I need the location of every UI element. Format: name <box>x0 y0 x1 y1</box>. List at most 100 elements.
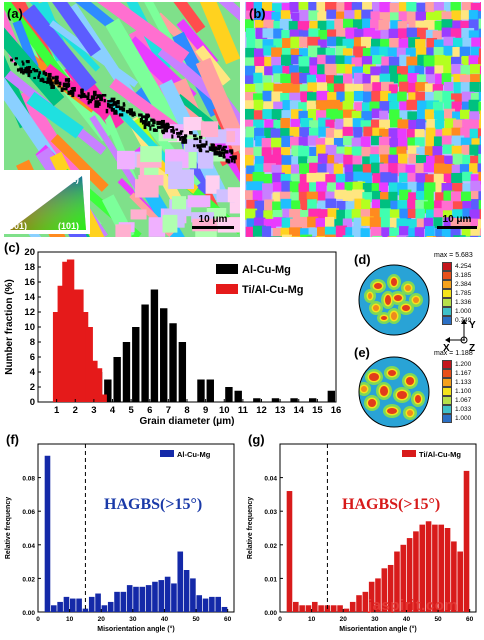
scale-bar-b-text: 10 μm <box>442 214 472 225</box>
axes-arrows <box>445 319 468 344</box>
grain <box>262 90 273 103</box>
Ti/Al-Cu-Mg-bar <box>438 524 445 612</box>
grain <box>334 189 347 200</box>
boundary-speck <box>95 97 98 100</box>
grain <box>406 219 418 232</box>
pf-contour <box>407 410 413 416</box>
boundary-speck <box>156 120 162 126</box>
Al-Cu-Mg-bar <box>152 581 158 612</box>
grain <box>253 110 267 120</box>
grain <box>362 156 373 169</box>
grain <box>327 29 337 42</box>
y-tick-label: 10 <box>24 322 35 333</box>
grain <box>342 48 353 61</box>
grain <box>468 10 479 21</box>
panel-a-label: (a) <box>7 6 23 21</box>
grain <box>478 48 481 59</box>
grain <box>380 172 392 183</box>
grain <box>325 2 338 12</box>
pole-figure-fill <box>359 357 429 427</box>
grain <box>452 183 464 196</box>
pf-contour <box>368 399 376 407</box>
grain <box>327 99 340 111</box>
boundary-speck <box>184 134 188 138</box>
grain <box>148 217 166 237</box>
grain <box>407 199 418 210</box>
boundary-speck <box>128 108 133 113</box>
grain <box>461 191 473 204</box>
grain <box>461 101 472 115</box>
pf-d-max: max = 5.683 <box>434 252 473 259</box>
grain <box>183 116 202 131</box>
boundary-speck <box>152 128 156 132</box>
legend-swatch <box>402 450 416 457</box>
grain <box>432 101 443 112</box>
grain <box>415 163 425 175</box>
grain <box>470 2 481 13</box>
Al-Cu-Mg-bar <box>95 593 101 612</box>
grain <box>462 37 472 50</box>
grain <box>335 182 349 193</box>
x-tick-label: 12 <box>256 405 267 416</box>
grain <box>362 73 374 87</box>
grain <box>345 64 356 76</box>
grain <box>254 10 266 21</box>
Ti/Al-Cu-Mg-bar <box>432 524 438 612</box>
y-tick-label: 0.08 <box>22 476 35 483</box>
grain <box>378 182 388 194</box>
grain <box>453 119 464 130</box>
grain <box>106 97 181 174</box>
boundary-speck <box>110 97 116 101</box>
boundary-speck <box>161 131 165 135</box>
grain <box>352 118 364 131</box>
grain <box>299 72 311 84</box>
pf-contour <box>373 305 379 311</box>
boundary-speck <box>54 80 59 85</box>
grain <box>470 74 481 84</box>
grain <box>399 189 412 201</box>
grain <box>362 172 372 185</box>
grain <box>387 93 400 103</box>
boundary-speck <box>22 62 25 66</box>
grain <box>281 3 293 15</box>
grain <box>138 174 164 186</box>
pf-legend-swatch <box>442 378 452 387</box>
grain <box>381 81 394 91</box>
grain <box>262 189 272 201</box>
grain <box>460 82 471 95</box>
y-tick-label: 0 <box>30 397 35 408</box>
grain <box>298 110 310 124</box>
y-axis-label: Relative frequency <box>247 497 254 559</box>
x-tick-label: 60 <box>466 616 474 623</box>
grain <box>362 64 376 76</box>
legend-label: Ti/Al-Cu-Mg <box>419 450 461 459</box>
grain <box>479 209 481 220</box>
pole-figure-fill <box>359 265 429 335</box>
panel-g-label: (g) <box>248 432 265 447</box>
Ti/Al-Cu-Mg-bar <box>349 601 356 612</box>
grain <box>450 191 463 203</box>
grain <box>281 217 293 230</box>
boundary-speck <box>230 152 234 155</box>
grain <box>353 217 367 228</box>
boundary-speck <box>62 87 68 91</box>
grain <box>309 57 319 69</box>
grain <box>290 218 303 230</box>
grain <box>378 145 390 157</box>
boundary-speck <box>222 145 227 149</box>
grain <box>462 201 472 212</box>
pf-e-max: max = 1.188 <box>434 350 473 357</box>
grain <box>252 190 264 204</box>
boundary-speck <box>13 62 18 66</box>
grain <box>351 2 365 14</box>
boundary-speck <box>175 128 179 131</box>
grain <box>245 10 257 21</box>
Ti/Al-Cu-Mg-bar <box>52 312 61 402</box>
boundary-speck <box>37 75 40 79</box>
boundary-speck <box>27 65 32 69</box>
grain <box>326 108 339 122</box>
boundary-speck <box>220 151 223 156</box>
grain <box>388 163 399 174</box>
boundary-speck <box>80 88 84 94</box>
boundary-speck <box>49 81 54 86</box>
